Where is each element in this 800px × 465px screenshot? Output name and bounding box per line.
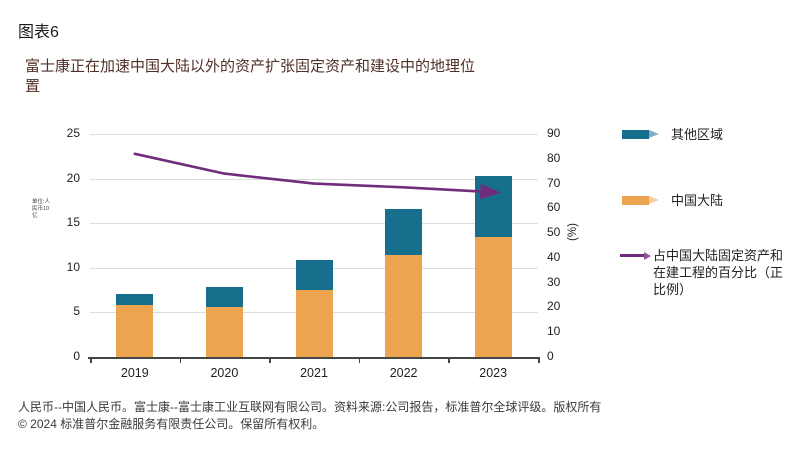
x-axis-tick	[179, 357, 182, 363]
x-axis-tick	[448, 357, 450, 363]
x-axis-label-2022: 2022	[389, 366, 418, 380]
x-axis-label-2021: 2021	[300, 366, 328, 380]
legend-swatch-other-regions	[622, 130, 649, 139]
right-axis-tick-label: 60	[547, 200, 561, 215]
gridline	[90, 178, 538, 180]
bar-segment-mainland-china-2022	[385, 255, 423, 357]
source-footnote: 人民币--中国人民币。富士康--富士康工业互联网有限公司。资料来源:公司报告，标…	[18, 400, 602, 432]
right-axis-tick-label: 20	[547, 299, 561, 314]
right-axis-tick-label: 0	[547, 349, 554, 363]
legend-swatch-arrow-icon	[649, 130, 659, 138]
legend-swatch-arrow-icon	[644, 251, 651, 260]
legend-label-percentage-line: 占中国大陆固定资产和在建工程的百分比（正比例）	[653, 248, 784, 298]
bar-segment-other-regions-2022	[385, 208, 423, 256]
legend-label-other-regions: 其他区域	[671, 127, 724, 142]
x-axis-tick	[358, 357, 361, 363]
gridline	[90, 134, 538, 135]
right-axis-tick-label: 70	[547, 175, 561, 190]
right-axis-tick-label: 90	[547, 126, 561, 140]
x-axis-tick	[269, 357, 271, 363]
right-axis-tick-label: 30	[547, 274, 561, 289]
bar-segment-mainland-china-2019	[116, 305, 154, 357]
bar-segment-mainland-china-2021	[295, 290, 333, 357]
legend-swatch-percentage-line	[620, 254, 644, 257]
bar-segment-mainland-china-2023	[474, 236, 512, 357]
left-axis-tick-label: 5	[73, 304, 80, 319]
left-axis-tick-label: 20	[66, 170, 80, 185]
left-axis-tick-label: 25	[66, 126, 80, 140]
bar-segment-other-regions-2021	[295, 259, 333, 291]
bar-segment-other-regions-2019	[116, 293, 154, 306]
right-axis-tick-label: 50	[547, 225, 561, 240]
bar-segment-mainland-china-2020	[205, 307, 243, 357]
x-axis-tick	[90, 357, 92, 363]
right-axis-tick-label: 80	[547, 150, 561, 165]
legend-item-other-regions: 其他区域	[622, 126, 723, 143]
x-axis-label-2019: 2019	[120, 366, 149, 380]
legend-swatch-mainland-china	[622, 196, 649, 205]
legend-item-percentage-line: 占中国大陆固定资产和在建工程的百分比（正比例）	[620, 247, 795, 298]
legend-label-mainland-china: 中国大陆	[671, 193, 724, 208]
x-axis-label-2020: 2020	[210, 366, 239, 380]
left-axis-unit-label: 单位:人民币10亿	[32, 199, 51, 220]
bar-segment-other-regions-2020	[205, 287, 243, 307]
legend-swatch-arrow-icon	[649, 196, 659, 204]
left-axis-tick-label: 15	[66, 215, 80, 230]
bar-segment-other-regions-2023	[474, 175, 512, 237]
left-axis-tick-label: 10	[66, 259, 80, 274]
figure-label: 图表6	[18, 24, 59, 41]
legend-item-mainland-china: 中国大陆	[622, 192, 723, 209]
gridline	[90, 223, 538, 225]
x-axis-tick	[538, 357, 540, 363]
right-axis-tick-label: 40	[547, 249, 561, 264]
left-axis-tick-label: 0	[73, 349, 80, 363]
x-axis-line	[88, 357, 539, 359]
chart-title: 富士康正在加速中国大陆以外的资产扩张固定资产和建设中的地理位置	[25, 58, 476, 95]
right-axis-tick-label: 10	[547, 324, 561, 339]
x-axis-label-2023: 2023	[479, 366, 508, 380]
